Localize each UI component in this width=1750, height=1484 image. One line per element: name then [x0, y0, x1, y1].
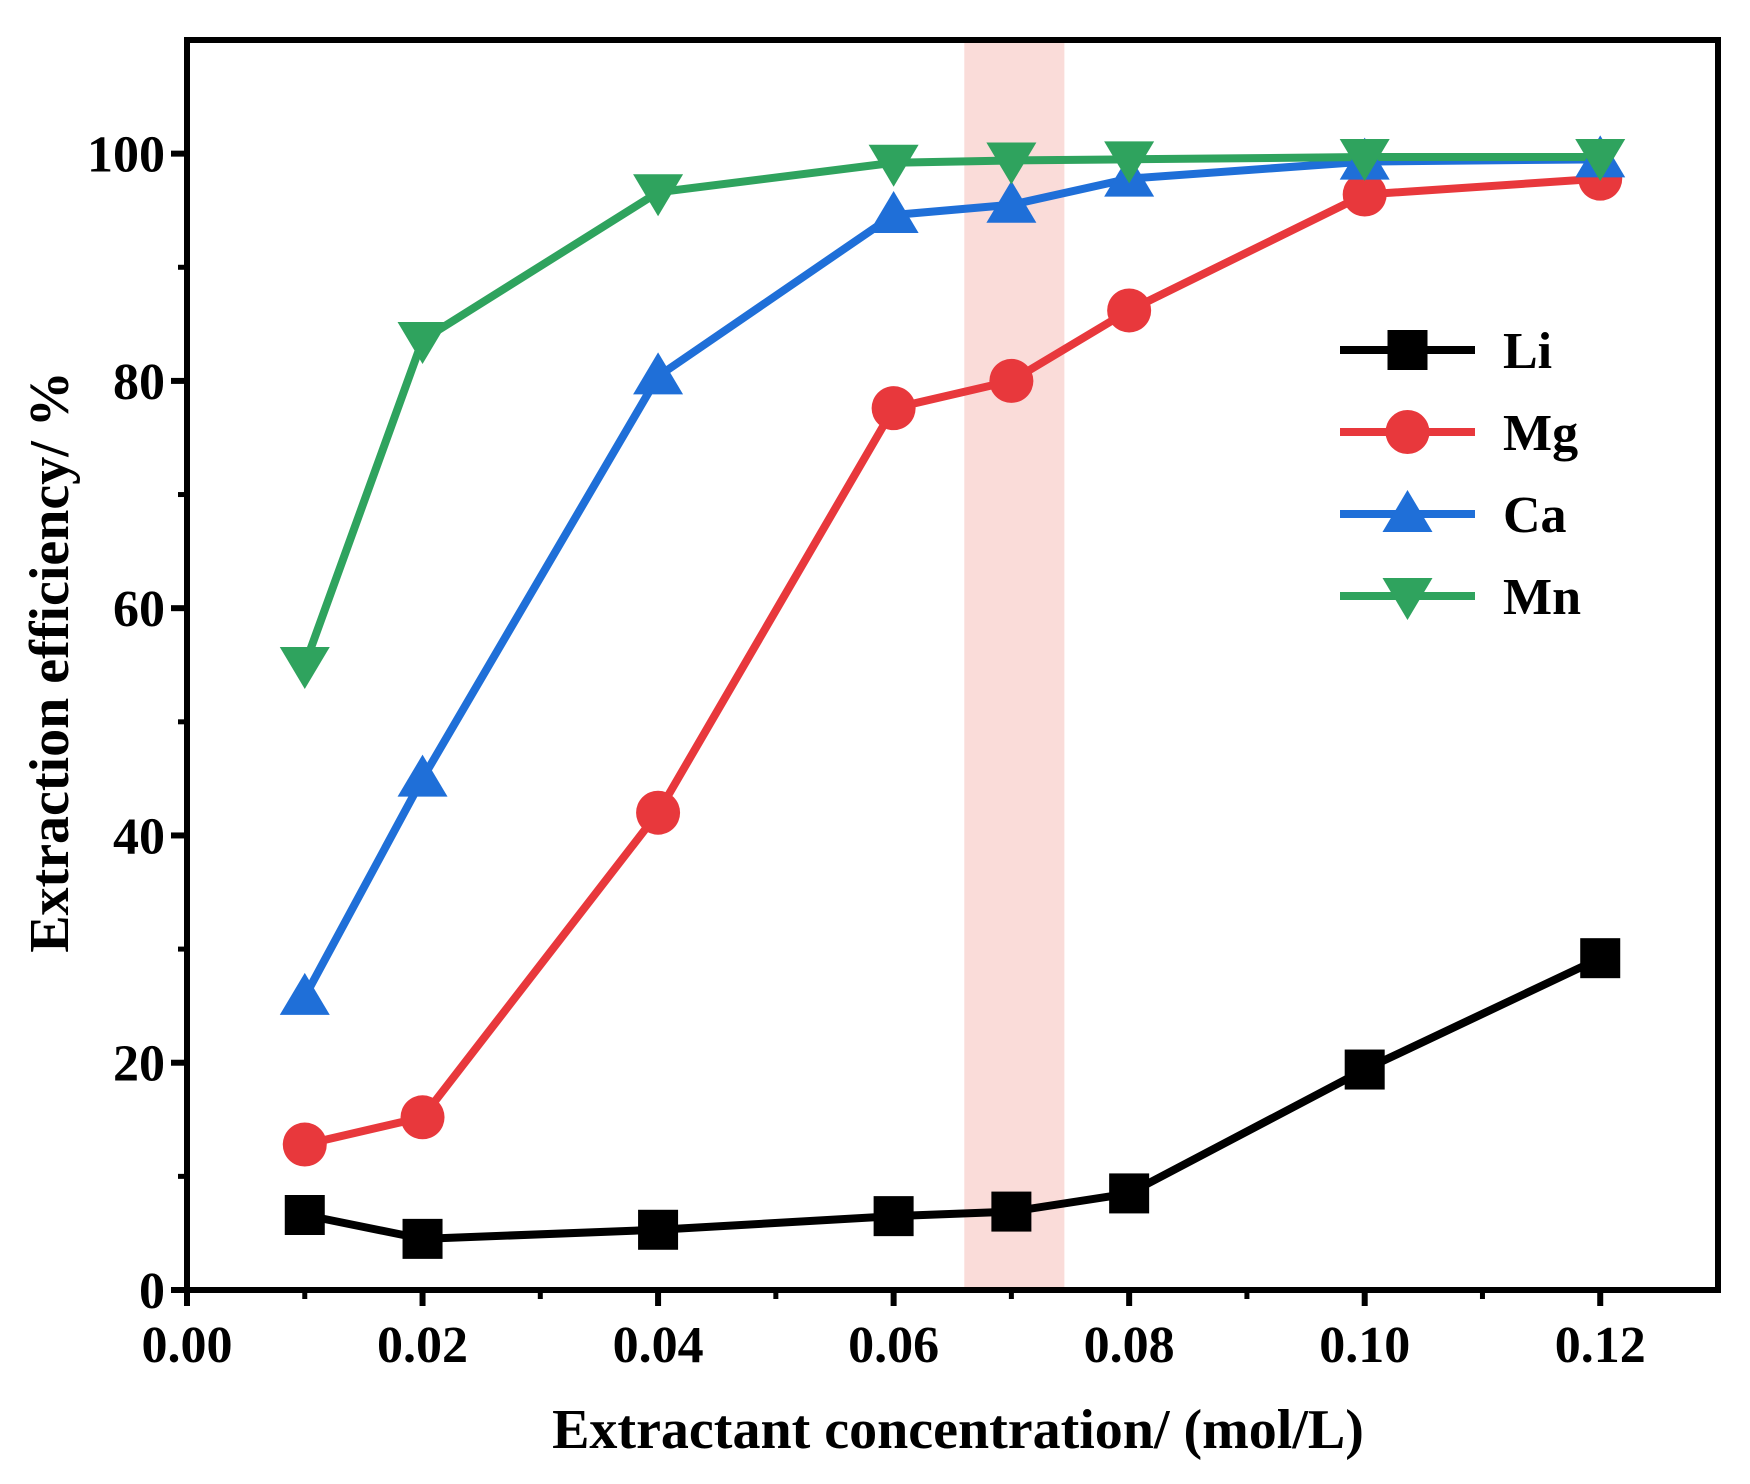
data-point-mn-2: [397, 322, 448, 364]
data-point-li-3: [638, 1209, 679, 1250]
data-point-mn-5: [986, 142, 1037, 185]
data-point-mg-3: [636, 790, 681, 835]
y-tick-label: 80: [113, 354, 165, 411]
data-point-mn-7: [1339, 139, 1390, 182]
x-tick-label: 0.04: [613, 1317, 704, 1374]
data-point-li-1: [284, 1195, 325, 1235]
legend: Li Mg Ca Mn: [1340, 323, 1581, 626]
legend-label-li: Li: [1503, 323, 1552, 380]
plot-frame: [184, 37, 1721, 1293]
x-axis-title: Extractant concentration/ (mol/L): [552, 1399, 1364, 1461]
data-point-mg-7: [1342, 172, 1387, 217]
x-tick-label: 0.12: [1555, 1317, 1646, 1374]
series-line-li: [300, 954, 1605, 1243]
data-point-li-2: [402, 1218, 443, 1259]
y-axis-title: Extraction efficiency/ %: [19, 371, 81, 953]
legend-marker-mn: [1382, 578, 1433, 620]
highlight-band: [964, 42, 1065, 1288]
y-tick-label: 20: [113, 1036, 165, 1093]
data-point-li-5: [991, 1191, 1032, 1232]
legend-label-ca: Ca: [1503, 487, 1567, 544]
data-point-mn-6: [1104, 141, 1155, 184]
series-line-ca: [300, 155, 1605, 1001]
data-point-li-4: [873, 1196, 914, 1237]
data-point-mn-8: [1575, 139, 1626, 182]
data-point-mg-6: [1107, 288, 1152, 333]
y-tick-label: 100: [87, 127, 165, 184]
legend-marker-ca: [1382, 490, 1433, 532]
legend-label-mn: Mn: [1503, 569, 1581, 626]
data-point-ca-5: [986, 180, 1037, 223]
y-tick-label: 40: [113, 808, 165, 865]
data-point-mg-2: [400, 1095, 445, 1140]
y-tick-label: 0: [139, 1263, 165, 1320]
series-lines: [300, 153, 1605, 1243]
data-point-ca-4: [868, 191, 919, 233]
x-tick-label: 0.08: [1084, 1317, 1175, 1374]
data-point-ca-1: [279, 972, 330, 1015]
legend-label-mg: Mg: [1503, 405, 1578, 462]
data-point-ca-3: [633, 352, 684, 395]
y-tick-label: 60: [113, 581, 165, 638]
data-point-mn-1: [279, 647, 330, 689]
x-tick-label: 0.06: [848, 1317, 939, 1374]
data-point-mn-4: [868, 144, 919, 187]
series-line-mn: [300, 153, 1605, 669]
data-point-li-7: [1344, 1049, 1385, 1090]
data-point-mn-3: [633, 174, 684, 217]
series-line-mg: [300, 174, 1605, 1149]
data-point-mg-4: [871, 386, 916, 431]
data-point-mg-5: [989, 358, 1034, 403]
x-tick-label: 0.02: [377, 1317, 468, 1374]
legend-marker-li: [1387, 330, 1428, 370]
x-tick-label: 0.10: [1319, 1317, 1410, 1374]
data-point-ca-2: [397, 754, 448, 797]
legend-marker-mg: [1385, 410, 1430, 454]
x-tick-label: 0.00: [142, 1317, 233, 1374]
data-point-mg-1: [282, 1122, 327, 1167]
axes: 0.00 0.02 0.04 0.06 0.08 0.10 0.12 0 20 40 60 80 100: [87, 37, 1721, 1374]
data-point-li-8: [1580, 938, 1621, 979]
data-point-li-6: [1109, 1173, 1150, 1214]
series-markers: [279, 135, 1626, 1259]
highlight-band-layer: [964, 42, 1065, 1288]
